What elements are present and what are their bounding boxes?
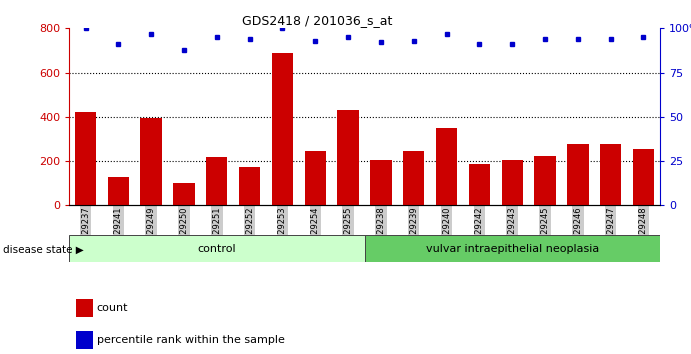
Bar	[305, 151, 326, 205]
Bar	[534, 155, 556, 205]
Bar	[272, 53, 293, 205]
Bar	[600, 144, 621, 205]
Title: GDS2418 / 201036_s_at: GDS2418 / 201036_s_at	[242, 14, 392, 27]
Bar	[337, 110, 359, 205]
Bar	[365, 235, 660, 262]
Bar	[173, 183, 195, 205]
Text: count: count	[97, 303, 129, 313]
Bar	[75, 113, 96, 205]
Text: vulvar intraepithelial neoplasia: vulvar intraepithelial neoplasia	[426, 244, 599, 254]
Bar	[502, 160, 523, 205]
Text: percentile rank within the sample: percentile rank within the sample	[97, 335, 285, 345]
Bar	[468, 164, 490, 205]
Bar	[633, 149, 654, 205]
Bar	[69, 235, 365, 262]
Bar	[239, 167, 261, 205]
Bar	[108, 177, 129, 205]
Text: control: control	[198, 244, 236, 254]
Bar	[140, 118, 162, 205]
Bar	[567, 144, 589, 205]
Bar	[206, 156, 227, 205]
Text: disease state ▶: disease state ▶	[3, 245, 84, 255]
Bar	[436, 128, 457, 205]
Bar	[370, 160, 392, 205]
Bar	[403, 151, 424, 205]
